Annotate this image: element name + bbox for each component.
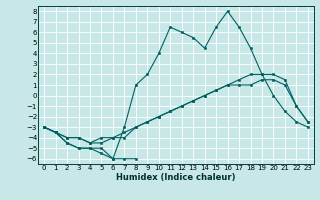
X-axis label: Humidex (Indice chaleur): Humidex (Indice chaleur) xyxy=(116,173,236,182)
